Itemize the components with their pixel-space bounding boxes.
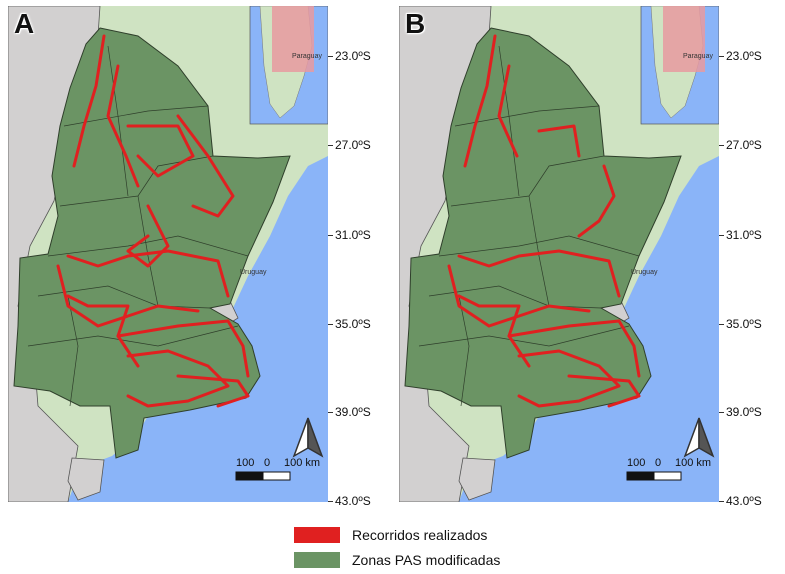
zone-boundaries-a — [27, 45, 249, 407]
lat-label: 39.0ºS — [335, 405, 371, 419]
lat-tick — [328, 235, 333, 236]
latitude-axis-a: 23.0ºS 27.0ºS 31.0ºS 35.0ºS 39.0ºS 43.0ºS — [328, 6, 388, 507]
zone-boundaries-b — [418, 45, 640, 407]
inset-label-uruguay-b: Uruguay — [631, 269, 658, 276]
lat-tick — [328, 145, 333, 146]
panel-label-b: B — [405, 8, 426, 39]
legend-swatch-routes — [294, 527, 340, 543]
lat-tick — [719, 56, 724, 57]
lat-label: 23.0ºS — [335, 49, 371, 63]
legend-swatch-zones — [294, 552, 340, 568]
map-panel-a: Paraguay 100 0 100 km Uruguay A — [8, 6, 328, 502]
scale-label-left-a: 100 — [236, 457, 254, 469]
lat-tick — [328, 412, 333, 413]
scale-bar-b: 100 0 100 km — [626, 457, 711, 481]
scale-label-right-a: 100 km — [284, 457, 320, 469]
lat-tick — [719, 235, 724, 236]
north-arrow-icon — [683, 417, 715, 458]
inset-label-paraguay-a: Paraguay — [292, 53, 322, 60]
map-b: Paraguay 100 0 100 km Uruguay — [399, 6, 719, 502]
legend-item-zones: Zonas PAS modificadas — [294, 549, 500, 571]
map-panel-b: Paraguay 100 0 100 km Uruguay B — [399, 6, 719, 502]
neighbor-countries-a — [67, 457, 105, 501]
lat-label: 43.0ºS — [726, 494, 762, 508]
scale-label-left-b: 100 — [627, 457, 645, 469]
scale-bar-a: 100 0 100 km — [235, 457, 320, 481]
legend-label-routes: Recorridos realizados — [352, 527, 488, 543]
north-arrow-icon — [292, 417, 324, 458]
lat-label: 23.0ºS — [726, 49, 762, 63]
lat-label: 35.0ºS — [726, 317, 762, 331]
lat-tick — [328, 324, 333, 325]
routes-a — [56, 34, 250, 408]
map-a: Paraguay 100 0 100 km Uruguay — [8, 6, 328, 502]
inset-highlight-b — [663, 6, 705, 72]
inset-map-a: Paraguay — [249, 6, 328, 125]
lat-label: 39.0ºS — [726, 405, 762, 419]
lat-label: 43.0ºS — [335, 494, 371, 508]
lat-tick — [328, 501, 333, 502]
lat-label: 31.0ºS — [726, 228, 762, 242]
lat-label: 31.0ºS — [335, 228, 371, 242]
lat-tick — [328, 56, 333, 57]
inset-label-paraguay-b: Paraguay — [683, 53, 713, 60]
lat-tick — [719, 145, 724, 146]
panel-label-a: A — [14, 8, 35, 39]
inset-map-b: Paraguay — [640, 6, 719, 125]
scale-label-right-b: 100 km — [675, 457, 711, 469]
legend-label-zones: Zonas PAS modificadas — [352, 552, 501, 568]
lat-label: 27.0ºS — [726, 138, 762, 152]
scale-label-mid-b: 0 — [655, 457, 661, 469]
inset-label-uruguay-a: Uruguay — [240, 269, 267, 276]
latitude-axis-b: 23.0ºS 27.0ºS 31.0ºS 35.0ºS 39.0ºS 43.0ºS — [719, 6, 779, 507]
lat-tick — [719, 501, 724, 502]
lat-label: 35.0ºS — [335, 317, 371, 331]
neighbor-countries-b — [458, 457, 496, 501]
legend-item-routes: Recorridos realizados — [294, 524, 500, 546]
inset-highlight-a — [272, 6, 314, 72]
legend: Recorridos realizados Zonas PAS modifica… — [294, 524, 500, 574]
lat-label: 27.0ºS — [335, 138, 371, 152]
lat-tick — [719, 412, 724, 413]
routes-b — [447, 34, 641, 408]
lat-tick — [719, 324, 724, 325]
scale-label-mid-a: 0 — [264, 457, 270, 469]
